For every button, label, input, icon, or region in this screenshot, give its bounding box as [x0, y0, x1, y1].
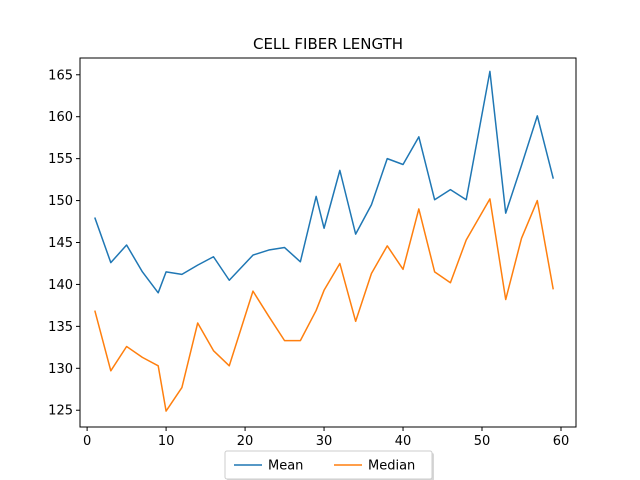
- legend-label-median: Median: [368, 459, 415, 474]
- axes-frame: [79, 57, 577, 428]
- x-tick-label: 30: [316, 434, 333, 449]
- y-tick-label: 150: [48, 194, 73, 209]
- plot-area: [94, 70, 555, 412]
- legend-box: [224, 450, 433, 480]
- legend: Mean Median: [224, 450, 434, 480]
- y-tick-label: 165: [48, 68, 73, 83]
- chart-title: CELL FIBER LENGTH: [253, 35, 403, 53]
- legend-label-mean: Mean: [268, 459, 303, 474]
- series-line-mean: [94, 70, 555, 294]
- x-tick-label: 0: [83, 434, 91, 449]
- x-tick-label: 10: [158, 434, 175, 449]
- y-tick-label: 140: [48, 278, 73, 293]
- y-tick-label: 160: [48, 110, 73, 125]
- x-tick-label: 50: [474, 434, 491, 449]
- series-line-median: [94, 198, 554, 412]
- y-tick-label: 145: [48, 236, 73, 251]
- y-tick-label: 130: [48, 362, 73, 377]
- y-tick-label: 155: [48, 152, 73, 167]
- y-tick-label: 135: [48, 320, 73, 335]
- axes: 0 10 20 30 40 50 60 125 130 135 140 145 150 155 160 165: [48, 57, 577, 449]
- x-tick-label: 40: [395, 434, 412, 449]
- y-tick-label: 125: [48, 404, 73, 419]
- x-tick-label: 60: [553, 434, 570, 449]
- x-tick-label: 20: [237, 434, 254, 449]
